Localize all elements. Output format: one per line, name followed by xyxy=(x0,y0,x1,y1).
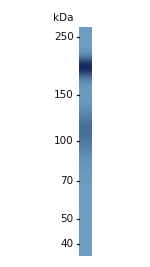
Text: 40: 40 xyxy=(60,239,74,249)
Text: kDa: kDa xyxy=(53,13,74,23)
Text: 100: 100 xyxy=(54,136,74,146)
Text: 70: 70 xyxy=(60,176,74,186)
Text: 150: 150 xyxy=(54,90,74,100)
Text: 250: 250 xyxy=(54,33,74,42)
Text: 50: 50 xyxy=(60,214,74,224)
